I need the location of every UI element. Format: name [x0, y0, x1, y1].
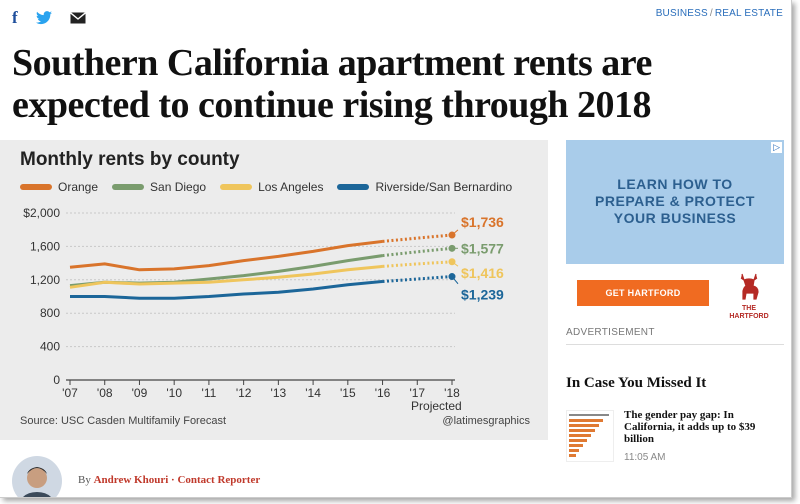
- series-end-label: $1,239: [461, 287, 504, 303]
- share-bar: f: [12, 9, 86, 27]
- x-tick-label: '18: [444, 386, 460, 400]
- advertisement[interactable]: ▷ LEARN HOW TO PREPARE & PROTECT YOUR BU…: [566, 140, 784, 324]
- series-projection: [382, 233, 453, 243]
- breadcrumb-separator: /: [709, 8, 713, 19]
- x-tick-label: '11: [202, 386, 217, 400]
- legend-item: Los Angeles: [220, 180, 323, 194]
- ad-brand-line2: HARTFORD: [729, 313, 769, 320]
- x-tick-label: '12: [236, 386, 252, 400]
- x-tick-label: '16: [375, 386, 391, 400]
- x-tick-label: '15: [340, 386, 356, 400]
- author-link[interactable]: Andrew Khouri: [93, 474, 169, 486]
- legend-label: Los Angeles: [258, 180, 324, 194]
- label-leader: [451, 261, 459, 267]
- icym-timestamp: 11:05 AM: [624, 452, 666, 463]
- series-projection: [382, 246, 453, 258]
- chart-title: Monthly rents by county: [20, 149, 240, 170]
- series-end-label: $1,577: [461, 240, 504, 256]
- breadcrumb-business[interactable]: BUSINESS: [655, 8, 708, 19]
- hartford-logo: THE HARTFORD: [726, 272, 772, 321]
- mail-icon[interactable]: [69, 12, 86, 24]
- ad-headline: LEARN HOW TO PREPARE & PROTECT YOUR BUSI…: [566, 176, 784, 227]
- ad-cta-button[interactable]: GET HARTFORD INSURANCE: [577, 280, 709, 324]
- article-page: f BUSINESS / REAL ESTATE Southern Californ…: [0, 0, 792, 498]
- chart-source: Source: USC Casden Multifamily Forecast: [20, 415, 227, 427]
- ad-brand-line1: THE: [742, 305, 756, 312]
- legend-swatch: [337, 184, 370, 190]
- contact-reporter-link[interactable]: Contact Reporter: [177, 474, 261, 486]
- legend-item: Riverside/San Bernardino: [337, 180, 512, 194]
- series-line: [69, 264, 383, 289]
- rent-chart: 0 400 800 1,200 1,600 $2,000 '07 '08 '09 '10 '11 '1…: [0, 140, 548, 440]
- x-tick-label: '10: [166, 386, 182, 400]
- ad-headline-line3: YOUR BUSINESS: [613, 210, 737, 226]
- y-tick-label: 400: [40, 340, 60, 354]
- legend-swatch: [20, 184, 52, 190]
- page-title: Southern California apartment rents are …: [12, 42, 652, 126]
- icym-headline[interactable]: The gender pay gap: In California, it ad…: [624, 409, 756, 445]
- byline-prefix: By: [78, 474, 91, 486]
- bar-chart-thumbnail-icon: [569, 414, 609, 457]
- byline-separator: ·: [171, 474, 175, 486]
- projected-label: Projected: [411, 399, 462, 413]
- series-line: [69, 239, 383, 272]
- x-tick-label: '08: [97, 386, 113, 400]
- series-projection: [382, 275, 453, 283]
- byline: By Andrew Khouri · Contact Reporter: [78, 474, 260, 486]
- y-tick-label: 1,600: [30, 239, 60, 253]
- legend-swatch: [112, 184, 145, 190]
- series-projection: [382, 260, 453, 268]
- label-leader: [451, 276, 459, 285]
- legend-label: Riverside/San Bernardino: [375, 180, 513, 194]
- chart-canvas: 0 400 800 1,200 1,600 $2,000 '07 '08 '09 '10 '11 '1…: [23, 206, 504, 413]
- series-end-label: $1,416: [461, 265, 504, 281]
- x-tick-label: '14: [305, 386, 321, 400]
- chart-legend: Orange San Diego Los Angeles Riverside/San …: [20, 180, 512, 194]
- legend-swatch: [220, 184, 253, 190]
- x-tick-label: '13: [271, 386, 287, 400]
- ad-headline-line2: PREPARE & PROTECT: [595, 193, 755, 209]
- ad-headline-line1: LEARN HOW TO: [617, 176, 733, 192]
- series-line: [70, 280, 383, 300]
- icym-title: In Case You Missed It: [566, 375, 707, 391]
- chart-credit[interactable]: @latimesgraphics: [442, 415, 530, 427]
- y-tick-label: 0: [53, 373, 60, 387]
- legend-label: San Diego: [150, 180, 207, 194]
- legend-label: Orange: [58, 180, 99, 194]
- ad-footer: GET HARTFORD INSURANCE THE HARTFORD: [566, 264, 784, 324]
- legend-item: Orange: [20, 180, 98, 194]
- divider: [566, 344, 784, 345]
- x-tick-label: '07: [62, 386, 78, 400]
- label-leader: [451, 229, 459, 236]
- x-tick-label: '09: [132, 386, 148, 400]
- x-tick-label: '17: [409, 386, 425, 400]
- icym-thumbnail[interactable]: [566, 410, 614, 462]
- avatar[interactable]: [12, 456, 62, 497]
- breadcrumb-real-estate[interactable]: REAL ESTATE: [714, 8, 783, 19]
- stag-icon: [740, 273, 759, 300]
- ad-choices-icon[interactable]: ▷: [771, 142, 782, 153]
- ad-label: ADVERTISEMENT: [566, 327, 655, 338]
- facebook-icon[interactable]: f: [12, 8, 18, 27]
- y-tick-label: 1,200: [30, 273, 60, 287]
- twitter-icon[interactable]: [35, 11, 52, 25]
- y-tick-label: $2,000: [23, 206, 60, 220]
- legend-item: San Diego: [112, 180, 206, 194]
- series-end-label: $1,736: [461, 214, 504, 230]
- author-photo-icon: [23, 467, 51, 497]
- y-tick-label: 800: [40, 306, 60, 320]
- section-breadcrumb: BUSINESS / REAL ESTATE: [656, 8, 783, 19]
